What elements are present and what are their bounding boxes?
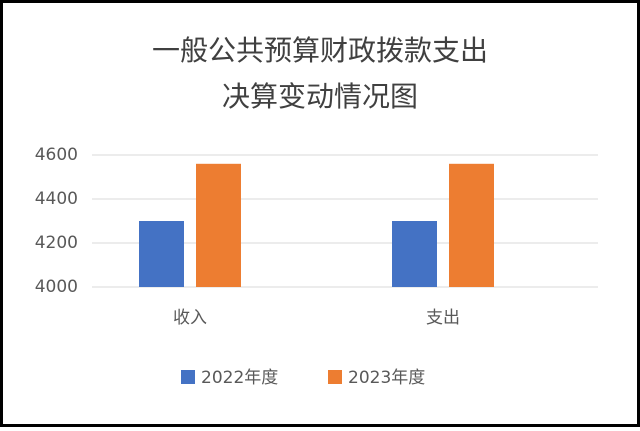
y-tick-label: 4600 xyxy=(35,145,78,165)
y-tick-label: 4200 xyxy=(35,233,78,253)
bar xyxy=(449,163,494,287)
bar xyxy=(392,221,437,287)
y-tick-label: 4400 xyxy=(35,189,78,209)
legend-swatch xyxy=(328,370,342,384)
legend-label: 2022年度 xyxy=(201,368,278,388)
chart-title: 一般公共预算财政拨款支出 xyxy=(152,34,488,67)
x-tick-label: 支出 xyxy=(426,308,460,328)
chart-title: 决算变动情况图 xyxy=(222,80,418,113)
y-tick-label: 4000 xyxy=(35,277,78,297)
legend-swatch xyxy=(181,370,195,384)
x-tick-label: 收入 xyxy=(173,308,207,328)
bar xyxy=(139,221,184,287)
legend-label: 2023年度 xyxy=(348,368,425,388)
bar xyxy=(196,163,241,287)
